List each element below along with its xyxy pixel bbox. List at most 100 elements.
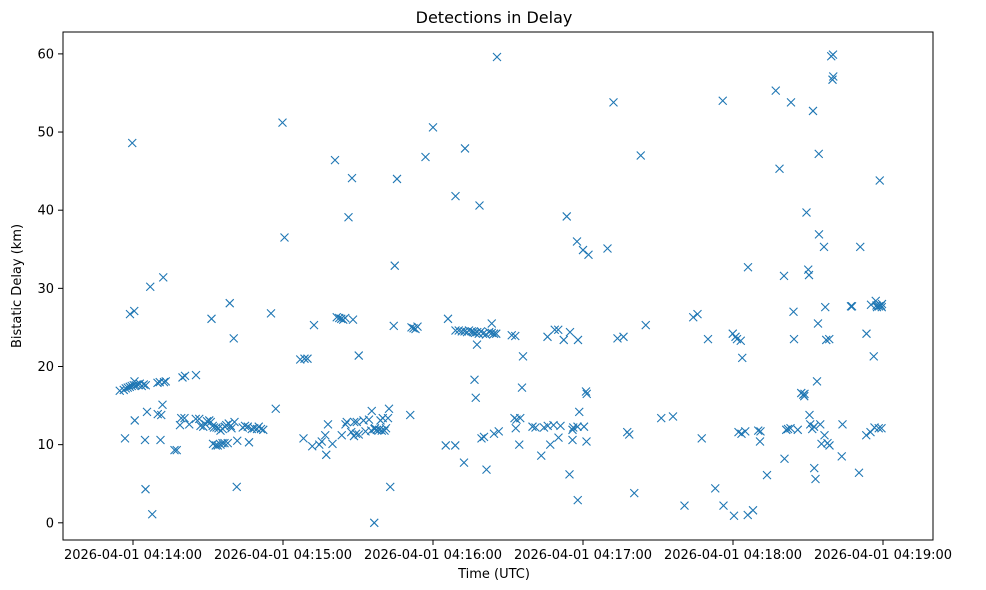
detection-point bbox=[579, 422, 589, 432]
detection-point bbox=[300, 354, 309, 364]
detection-point bbox=[737, 353, 747, 363]
detection-point bbox=[528, 422, 537, 432]
detection-point bbox=[383, 413, 393, 423]
detection-point bbox=[459, 458, 469, 468]
detection-point bbox=[846, 301, 856, 311]
detection-point bbox=[484, 327, 494, 337]
detection-point bbox=[384, 404, 394, 414]
detection-point bbox=[158, 400, 167, 410]
detection-point bbox=[280, 233, 289, 242]
x-axis-ticks: 2026-04-01 04:14:00 2026-04-01 04:15:00 20… bbox=[64, 540, 952, 563]
detection-point bbox=[573, 335, 583, 345]
detection-point bbox=[380, 426, 389, 435]
detection-point bbox=[731, 332, 740, 342]
detection-point bbox=[517, 383, 527, 392]
detection-point bbox=[230, 417, 239, 427]
detection-point bbox=[175, 420, 185, 430]
detection-point bbox=[582, 437, 591, 446]
detection-point bbox=[793, 425, 803, 435]
detection-point bbox=[762, 470, 772, 480]
detection-point bbox=[877, 302, 887, 312]
detection-point bbox=[369, 518, 379, 528]
detection-point bbox=[780, 454, 789, 464]
detection-point bbox=[748, 505, 758, 515]
detection-point bbox=[354, 351, 364, 360]
detection-point bbox=[697, 434, 707, 443]
detection-point bbox=[307, 441, 317, 451]
detection-point bbox=[813, 319, 823, 328]
detection-point bbox=[719, 501, 728, 511]
x-tick-label: 2026-04-01 04:19:00 bbox=[814, 548, 952, 563]
detection-point bbox=[421, 152, 430, 162]
detection-point bbox=[572, 237, 582, 246]
detection-point bbox=[351, 429, 361, 439]
detection-point bbox=[370, 423, 380, 433]
x-tick-label: 2026-04-01 04:18:00 bbox=[664, 548, 802, 563]
detection-point bbox=[824, 334, 834, 344]
detection-point bbox=[775, 164, 784, 174]
detection-point bbox=[479, 432, 489, 442]
detection-point bbox=[159, 377, 169, 387]
detection-point bbox=[511, 423, 521, 433]
data-points bbox=[115, 50, 887, 528]
detection-point bbox=[223, 438, 233, 448]
detection-point bbox=[603, 244, 612, 253]
detection-point bbox=[158, 273, 168, 282]
detection-point bbox=[710, 484, 720, 493]
detection-point bbox=[303, 354, 312, 364]
detection-point bbox=[802, 208, 811, 217]
detection-point bbox=[258, 425, 268, 435]
detection-point bbox=[156, 435, 165, 445]
detection-point bbox=[783, 424, 793, 434]
detection-point bbox=[510, 331, 520, 341]
detection-point bbox=[487, 319, 497, 328]
detection-point bbox=[613, 333, 622, 343]
detection-point bbox=[471, 393, 481, 403]
detection-point bbox=[703, 334, 713, 344]
detection-point bbox=[838, 419, 847, 429]
detection-point bbox=[170, 445, 179, 455]
detection-point bbox=[475, 201, 484, 210]
detection-point bbox=[129, 306, 139, 316]
detection-point bbox=[428, 122, 438, 132]
y-axis-ticks: 0 10 20 30 40 50 60 bbox=[37, 47, 63, 531]
detection-point bbox=[786, 423, 795, 433]
detection-point bbox=[299, 434, 308, 443]
detection-point bbox=[789, 307, 798, 317]
detection-point bbox=[556, 421, 565, 431]
y-tick-label: 60 bbox=[37, 47, 54, 62]
detection-point bbox=[518, 351, 528, 361]
detection-point bbox=[172, 445, 182, 455]
detection-point bbox=[543, 332, 552, 342]
detection-point bbox=[693, 309, 702, 319]
detection-point bbox=[450, 441, 460, 450]
detection-point bbox=[799, 391, 809, 401]
detection-point bbox=[574, 407, 584, 417]
detection-point bbox=[545, 440, 555, 450]
detection-point bbox=[321, 450, 331, 460]
detection-point bbox=[349, 417, 359, 427]
detection-point bbox=[317, 437, 327, 446]
detection-point bbox=[337, 430, 347, 440]
detection-point bbox=[460, 144, 470, 153]
detection-point bbox=[514, 440, 524, 450]
detection-point bbox=[874, 423, 884, 433]
detection-point bbox=[191, 414, 201, 424]
detection-point bbox=[130, 376, 139, 386]
detection-point bbox=[477, 434, 486, 443]
detection-point bbox=[348, 315, 358, 324]
detection-point bbox=[855, 242, 865, 252]
detection-point bbox=[176, 413, 186, 423]
detection-point bbox=[140, 435, 150, 445]
detection-point bbox=[184, 419, 194, 429]
detection-point bbox=[472, 340, 482, 350]
detection-point bbox=[815, 419, 825, 429]
detection-point bbox=[877, 423, 886, 433]
detection-point bbox=[323, 419, 333, 429]
detection-point bbox=[819, 242, 829, 252]
y-tick-label: 20 bbox=[37, 360, 54, 375]
detection-point bbox=[820, 430, 829, 440]
detection-point bbox=[619, 332, 628, 342]
